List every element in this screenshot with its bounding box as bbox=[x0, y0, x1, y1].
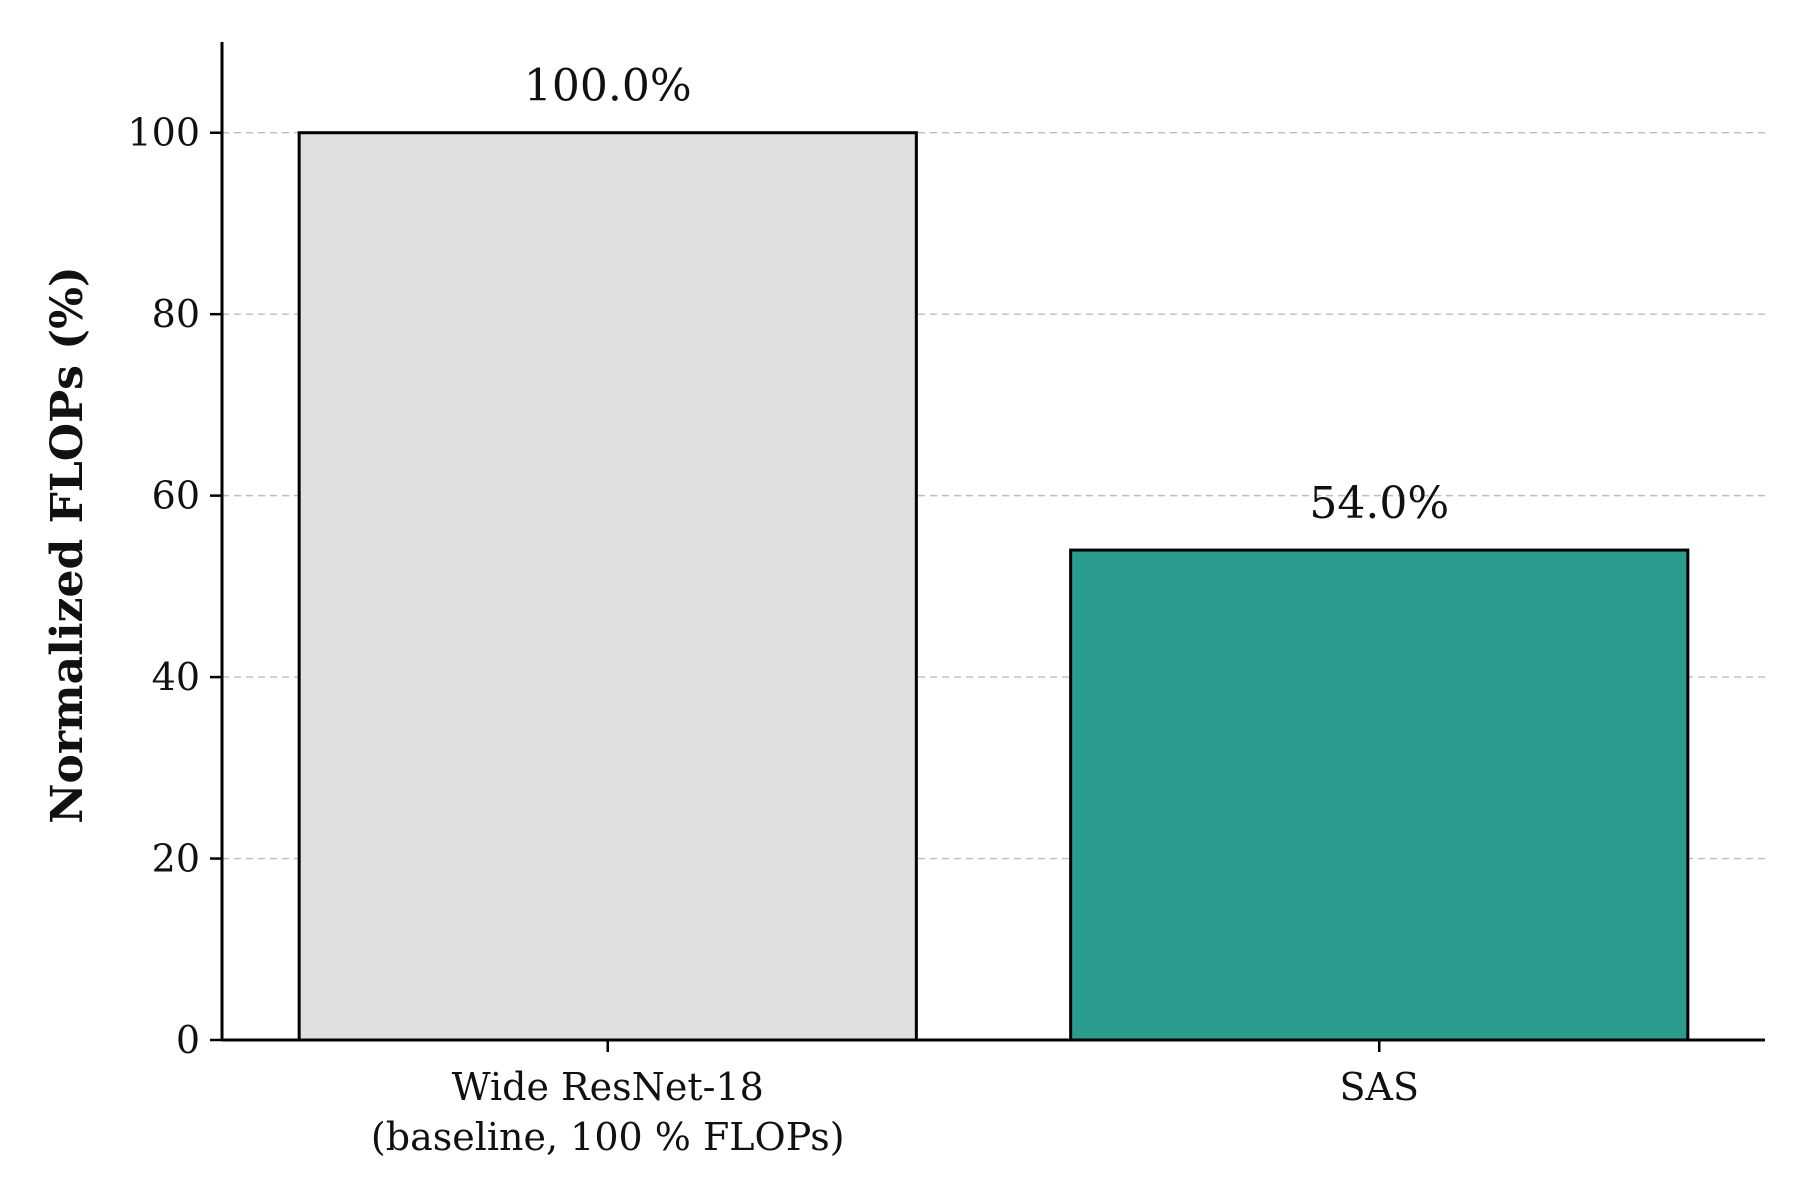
data-label-1: 54.0% bbox=[1309, 478, 1449, 529]
y-tick-label-80: 80 bbox=[152, 292, 200, 336]
y-tick-label-100: 100 bbox=[127, 111, 200, 155]
y-ticks: 0 20 40 60 80 100 bbox=[127, 111, 222, 1062]
bars bbox=[297, 131, 1690, 1042]
bar-1 bbox=[1069, 548, 1690, 1042]
x-ticks: Wide ResNet-18 (baseline, 100 % FLOPs) SAS bbox=[371, 1040, 1419, 1159]
bar-0 bbox=[297, 131, 918, 1042]
axes bbox=[220, 42, 1765, 1042]
y-tick-label-20: 20 bbox=[152, 837, 200, 881]
x-tick-label-0-line-1: (baseline, 100 % FLOPs) bbox=[371, 1115, 845, 1159]
data-label-0: 100.0% bbox=[524, 61, 692, 112]
y-tick-label-60: 60 bbox=[152, 474, 200, 518]
x-tick-label-1-line-0: SAS bbox=[1339, 1065, 1419, 1109]
y-axis-title: Normalized FLOPs (%) bbox=[42, 266, 93, 823]
x-tick-label-0-line-0: Wide ResNet-18 bbox=[452, 1065, 764, 1109]
y-tick-label-0: 0 bbox=[176, 1018, 200, 1062]
y-tick-label-40: 40 bbox=[152, 655, 200, 699]
data-labels: 100.0% 54.0% bbox=[524, 61, 1449, 529]
